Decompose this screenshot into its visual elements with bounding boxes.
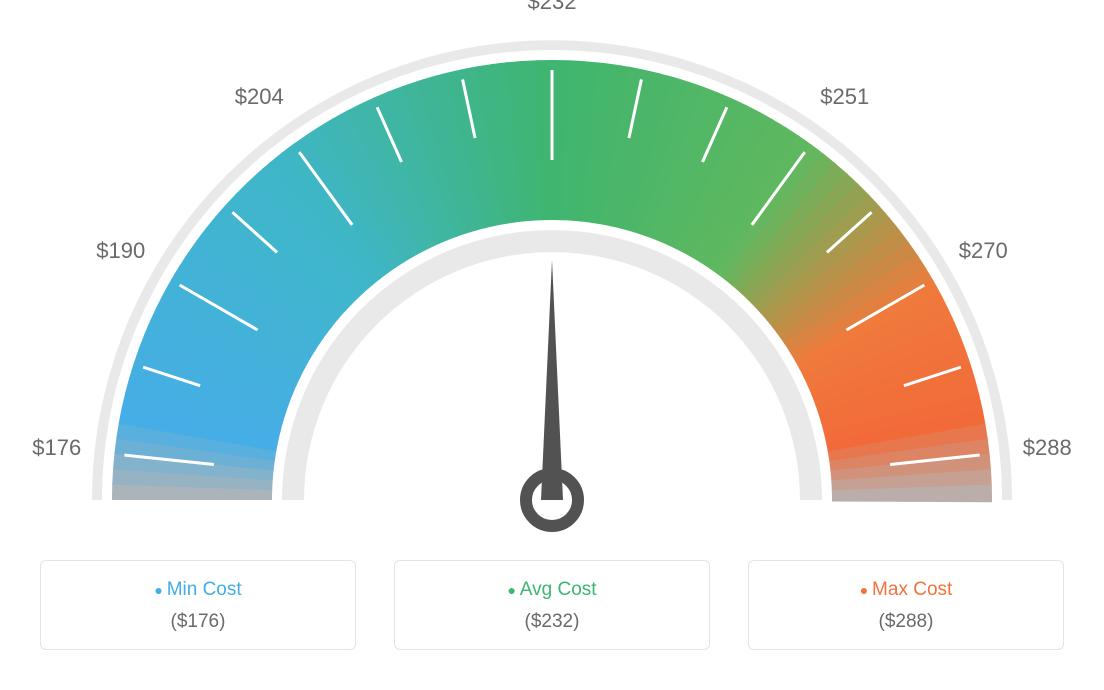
gauge-chart: $176 $190 $204 $232 $251 $270 $288 xyxy=(0,0,1104,560)
legend-title-avg: Avg Cost xyxy=(395,579,709,601)
tick-label: $288 xyxy=(1023,435,1072,460)
legend-row: Min Cost ($176) Avg Cost ($232) Max Cost… xyxy=(0,560,1104,650)
tick-label: $251 xyxy=(820,84,869,109)
legend-value-avg: ($232) xyxy=(395,611,709,633)
tick-label: $270 xyxy=(959,238,1008,263)
legend-value-max: ($288) xyxy=(749,611,1063,633)
tick-label: $232 xyxy=(528,0,577,14)
tick-label: $190 xyxy=(96,238,145,263)
legend-title-max: Max Cost xyxy=(749,579,1063,601)
legend-title-min: Min Cost xyxy=(41,579,355,601)
legend-card-min: Min Cost ($176) xyxy=(40,560,356,650)
legend-card-max: Max Cost ($288) xyxy=(748,560,1064,650)
tick-label: $204 xyxy=(235,84,284,109)
needle xyxy=(541,260,563,500)
legend-value-min: ($176) xyxy=(41,611,355,633)
legend-card-avg: Avg Cost ($232) xyxy=(394,560,710,650)
gauge-svg: $176 $190 $204 $232 $251 $270 $288 xyxy=(0,0,1104,560)
tick-label: $176 xyxy=(32,435,81,460)
